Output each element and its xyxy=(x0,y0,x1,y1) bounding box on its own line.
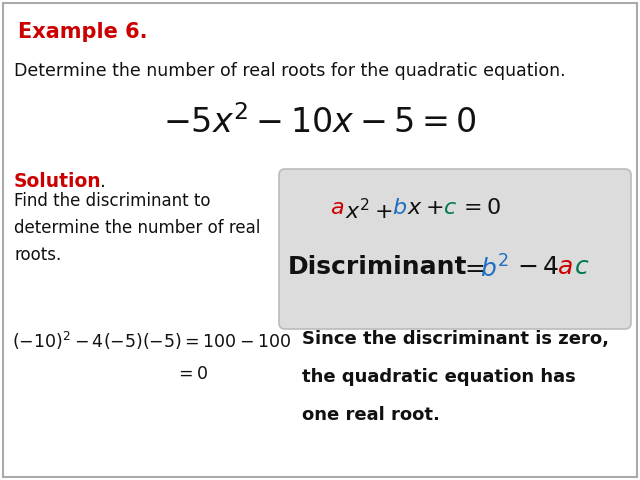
Text: $b^2$: $b^2$ xyxy=(480,255,509,282)
Text: $a$: $a$ xyxy=(330,198,344,218)
Text: $x^2+$: $x^2+$ xyxy=(345,198,393,223)
Text: Determine the number of real roots for the quadratic equation.: Determine the number of real roots for t… xyxy=(14,62,566,80)
Text: Since the discriminant is zero,: Since the discriminant is zero, xyxy=(302,330,609,348)
Text: $c$: $c$ xyxy=(443,198,457,218)
Text: the quadratic equation has: the quadratic equation has xyxy=(302,368,576,386)
Text: $-\,4$: $-\,4$ xyxy=(517,255,559,279)
Text: Example 6.: Example 6. xyxy=(18,22,147,42)
Text: Discriminant: Discriminant xyxy=(288,255,467,279)
Text: $c$: $c$ xyxy=(574,255,589,279)
Text: $(-10)^2 - 4(-5)(-5) = 100 - 100$: $(-10)^2 - 4(-5)(-5) = 100 - 100$ xyxy=(12,330,291,352)
Text: $=$: $=$ xyxy=(460,255,485,279)
FancyBboxPatch shape xyxy=(279,169,631,329)
Text: $a$: $a$ xyxy=(557,255,573,279)
Text: one real root.: one real root. xyxy=(302,406,440,424)
Text: $b$: $b$ xyxy=(392,198,407,218)
Text: $x+$: $x+$ xyxy=(407,198,444,218)
Text: $= 0$: $= 0$ xyxy=(459,198,501,218)
Text: $-5x^2 - 10x - 5 = 0$: $-5x^2 - 10x - 5 = 0$ xyxy=(163,105,477,140)
Text: Find the discriminant to
determine the number of real
roots.: Find the discriminant to determine the n… xyxy=(14,192,260,264)
Text: $= 0$: $= 0$ xyxy=(175,365,208,383)
Text: Solution: Solution xyxy=(14,172,102,191)
Text: .: . xyxy=(100,172,106,191)
